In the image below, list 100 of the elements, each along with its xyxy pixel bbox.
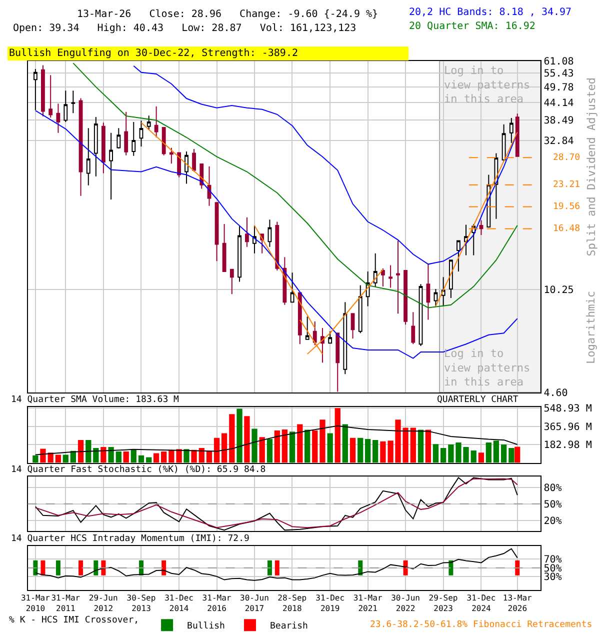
x-tick-label: 29-Sep 2023 — [428, 594, 458, 613]
bar — [320, 420, 326, 463]
bar — [425, 430, 432, 463]
legend-title: % K - HCS IMI Crossover, — [9, 615, 140, 626]
legend-label: Bullish — [187, 622, 225, 632]
candlestick — [268, 219, 272, 248]
candlestick — [101, 122, 106, 174]
candlestick — [426, 264, 430, 320]
candlestick — [320, 327, 324, 364]
candlestick — [169, 147, 174, 164]
bar — [350, 438, 356, 463]
bar — [493, 440, 500, 463]
y-tick-label: 548.93 M — [544, 404, 592, 415]
candlestick — [116, 128, 121, 150]
bar — [206, 452, 212, 463]
bar — [372, 440, 378, 463]
bar — [86, 440, 92, 463]
bar — [100, 447, 106, 463]
bar — [161, 452, 167, 463]
text: Logarithmic — [584, 291, 598, 364]
candlestick — [358, 284, 362, 334]
candlestick — [388, 264, 393, 288]
bar — [418, 430, 424, 463]
bar — [358, 438, 364, 463]
candlestick — [441, 276, 446, 307]
bar — [214, 438, 220, 463]
x-tick-label: 31-Dec 2019 — [316, 594, 345, 613]
legend-label: Bearish — [270, 622, 308, 632]
bar — [252, 428, 258, 463]
text: QUARTERLY CHART — [437, 395, 519, 405]
chart-title: 14 Quarter SMA Volume: 183.63 M — [11, 395, 180, 405]
ref-line-label: 23.21 — [553, 180, 580, 190]
bar — [130, 449, 136, 463]
bar — [123, 452, 129, 463]
x-tick-label: 31-Dec 2014 — [164, 594, 194, 613]
bar — [146, 457, 152, 463]
candlestick — [94, 116, 98, 177]
y-tick-label: 49.78 — [544, 82, 574, 94]
candlestick — [192, 148, 196, 172]
bar — [289, 432, 296, 463]
y-tick-label: 20% — [544, 516, 562, 527]
candlestick — [230, 268, 234, 295]
candlestick — [515, 113, 520, 158]
ref-line-label: 16.48 — [553, 224, 580, 234]
bar — [486, 442, 492, 463]
x-tick-label: 31-Mar 2010 — [20, 594, 50, 613]
bar — [153, 453, 160, 463]
bar — [410, 428, 416, 463]
bar — [32, 455, 38, 463]
candlestick — [464, 224, 468, 256]
chart-title: 14 Quarter HCS Intraday Momentum (IMI): 72.9 — [11, 534, 250, 544]
candlestick — [312, 320, 317, 346]
bar — [244, 416, 250, 463]
candlestick — [298, 292, 302, 345]
candlestick — [245, 216, 249, 248]
candlestick — [336, 332, 340, 392]
candlestick — [207, 166, 212, 206]
ref-line-label: 28.70 — [553, 153, 580, 163]
candlestick — [124, 111, 128, 156]
candlestick — [396, 240, 400, 314]
bar — [500, 444, 507, 463]
candlestick — [448, 260, 453, 299]
bar — [229, 414, 235, 463]
bar — [440, 448, 446, 463]
candlestick — [411, 312, 416, 345]
line-series — [34, 425, 518, 456]
y-tick-label: 365.96 M — [544, 422, 592, 433]
candlestick — [41, 64, 45, 117]
band-label: Log in to view patterns in this area — [444, 64, 530, 106]
candlestick — [184, 150, 188, 184]
bar — [138, 455, 144, 463]
candlestick — [177, 152, 182, 178]
text: 20,2 HC Bands: 8.18 , 34.97 — [409, 7, 572, 18]
bar — [478, 452, 484, 463]
candlestick — [78, 98, 83, 196]
candlestick — [479, 220, 484, 236]
text: 20 Quarter SMA: 16.92 — [409, 21, 536, 32]
x-tick-label: 13-Mar 2026 — [502, 594, 532, 613]
candlestick — [146, 115, 151, 130]
candlestick — [290, 272, 294, 303]
line-series — [34, 110, 518, 359]
bar — [184, 449, 190, 463]
candlestick — [380, 268, 385, 288]
chart-title: 13-Mar-26 Close: 28.96 Change: -9.60 {-24.9 %} — [77, 9, 378, 20]
bar — [364, 438, 371, 463]
candlestick — [282, 256, 287, 306]
ref-line-label: 19.56 — [553, 202, 580, 212]
candlestick — [343, 302, 348, 375]
x-tick-label: 31-Mar 2011 — [51, 594, 80, 613]
bar — [282, 430, 288, 463]
chart-title: 14 Quarter Fast Stochastic (%K) (%D): 65.9 84.8 — [11, 465, 266, 475]
text: 23.6-38.2-50-61.8% Fibonacci Retracements — [370, 620, 592, 630]
candlestick — [350, 313, 355, 340]
bar — [108, 447, 114, 463]
bar — [432, 444, 439, 463]
bar — [508, 448, 514, 463]
y-axis-title: Split and Dividend Adjusted — [584, 77, 598, 256]
y-tick-label: 80% — [544, 482, 562, 494]
y-tick-label: 38.49 — [544, 115, 574, 126]
bar — [304, 430, 310, 463]
